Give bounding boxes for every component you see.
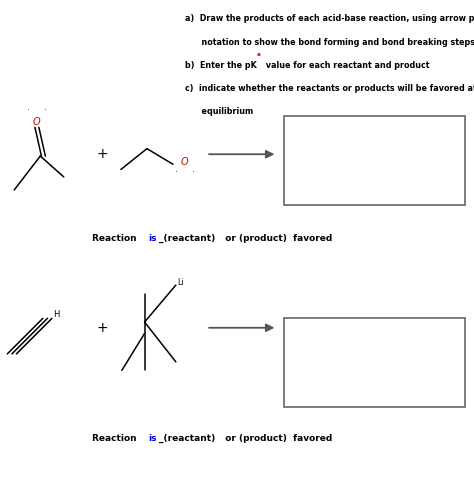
- Text: ·: ·: [27, 105, 30, 115]
- Text: is: is: [148, 234, 157, 243]
- Text: H: H: [53, 310, 59, 319]
- Text: equilibrium: equilibrium: [185, 107, 253, 116]
- Text: notation to show the bond forming and bond breaking steps: notation to show the bond forming and bo…: [185, 38, 474, 47]
- Text: Li: Li: [177, 278, 184, 287]
- Text: a)  Draw the products of each acid-base reaction, using arrow pushing: a) Draw the products of each acid-base r…: [185, 14, 474, 24]
- Text: ·: ·: [44, 105, 47, 115]
- Bar: [284, 116, 465, 205]
- Text: Reaction: Reaction: [92, 434, 140, 443]
- Text: or: or: [219, 434, 243, 443]
- Text: b)  Enter the pK: b) Enter the pK: [185, 61, 256, 70]
- Text: a: a: [257, 52, 261, 57]
- Text: Reaction: Reaction: [92, 234, 140, 243]
- Bar: [284, 318, 465, 407]
- Text: O: O: [33, 117, 41, 127]
- Text: _(reactant): _(reactant): [159, 434, 216, 443]
- Text: ·: ·: [175, 167, 178, 177]
- Text: +: +: [96, 321, 108, 335]
- Text: (product)  favored: (product) favored: [239, 234, 333, 243]
- Text: (product)  favored: (product) favored: [239, 434, 333, 443]
- Text: or: or: [219, 234, 243, 243]
- Text: value for each reactant and product: value for each reactant and product: [263, 61, 429, 70]
- Text: _(reactant): _(reactant): [159, 234, 216, 243]
- Text: is: is: [148, 434, 157, 443]
- Text: c)  indicate whether the reactants or products will be favored at: c) indicate whether the reactants or pro…: [185, 84, 474, 93]
- Text: O: O: [181, 157, 189, 167]
- Text: +: +: [96, 147, 108, 161]
- Text: ·: ·: [192, 167, 195, 177]
